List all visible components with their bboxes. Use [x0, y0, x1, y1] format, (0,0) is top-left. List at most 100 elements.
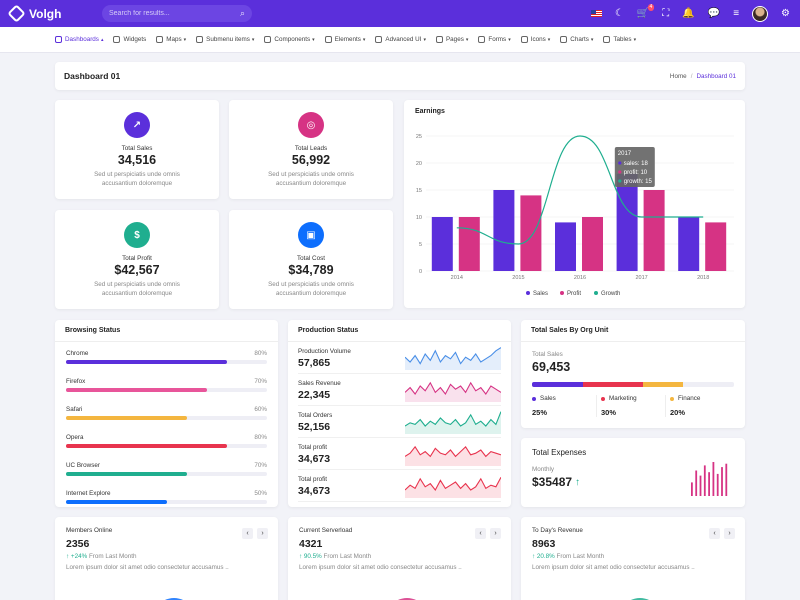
search-box: ⌕ — [102, 5, 252, 22]
menu-item-pages[interactable]: Pages ▾ — [435, 36, 468, 43]
bar-sales — [431, 217, 453, 271]
browser-name: Internet Explore — [66, 490, 111, 497]
browsing-status-title: Browsing Status — [55, 320, 278, 342]
stat-value: 56,992 — [291, 153, 331, 167]
org-unit-segment — [582, 382, 644, 387]
menu-item-icons[interactable]: Icons ▾ — [520, 36, 550, 43]
production-value: 34,673 — [298, 485, 331, 497]
chevron-down-icon: ▾ — [590, 36, 594, 43]
mini-card-description: Lorem ipsum dolor sit amet odio consecte… — [299, 564, 462, 571]
expense-bar — [691, 482, 693, 496]
menu-item-label: Pages — [445, 36, 464, 43]
change-value: +24% — [70, 553, 88, 560]
moon-icon[interactable]: ☾ — [614, 7, 624, 19]
tooltip-dot — [618, 170, 622, 174]
bar-sales — [555, 222, 576, 271]
breadcrumb-home[interactable]: Home — [669, 72, 687, 80]
progress-fill — [66, 500, 167, 504]
series-line-growth — [456, 135, 704, 245]
expenses-value: $35487 — [532, 475, 573, 489]
next-button[interactable]: › — [490, 528, 501, 539]
browser-percent: 70% — [254, 462, 267, 469]
org-unit-legend: Sales 25% Marketing 30% Finance 20% — [532, 395, 734, 417]
chart-tooltip — [614, 147, 655, 187]
org-unit-percent: 25% — [532, 408, 548, 417]
menu-item-widgets[interactable]: Widgets — [113, 36, 146, 43]
legend-dot — [560, 291, 564, 295]
y-tick-label: 15 — [416, 188, 422, 194]
menu-item-icon — [156, 36, 164, 43]
stat-description: Sed ut perspiciatis unde omnis accusanti… — [268, 171, 354, 187]
menu-item-tables[interactable]: Tables ▾ — [603, 36, 636, 43]
menu-item-label: Submenu items — [206, 36, 250, 43]
app-logo[interactable]: Volgh — [7, 4, 102, 23]
fullscreen-icon[interactable]: ⛶ — [662, 7, 670, 19]
production-list: Production Volume 57,865 Sales Revenue 22,3… — [288, 342, 511, 502]
legend-dot — [526, 291, 530, 295]
cart-icon[interactable]: 🛒 4 — [636, 3, 655, 19]
progress-track — [66, 472, 267, 476]
production-name: Production Volume — [298, 348, 351, 355]
menu-item-maps[interactable]: Maps ▾ — [156, 36, 186, 43]
menu-item-advanced-ui[interactable]: Advanced UI ▾ — [375, 36, 426, 43]
menu-item-forms[interactable]: Forms ▾ — [478, 36, 511, 43]
sparkline-line — [405, 347, 501, 365]
y-tick-label: 20 — [416, 161, 422, 167]
expenses-label: Monthly — [532, 466, 555, 473]
stat-label: Total Sales — [121, 145, 153, 152]
menu-item-elements[interactable]: Elements ▾ — [324, 36, 365, 43]
expense-bar — [716, 473, 719, 496]
prev-button[interactable]: ‹ — [242, 528, 253, 539]
search-input[interactable] — [109, 10, 240, 17]
stat-label: Total Leads — [294, 145, 328, 152]
sparkline-line — [405, 411, 501, 427]
bell-icon[interactable]: 🔔 — [682, 7, 695, 19]
mini-card-description: Lorem ipsum dolor sit amet odio consecte… — [532, 564, 695, 571]
avatar[interactable] — [752, 5, 769, 22]
earnings-card: Earnings 0 5 10 15 20 25 2014 2015 2016 2017 2018 2… — [404, 100, 745, 308]
expense-bar — [725, 463, 728, 496]
legend-label: Growth — [601, 291, 620, 297]
top-header: Volgh ⌕ ☾ 🛒4 ⛶ 🔔 💬 ≡ ⚙ — [0, 0, 800, 27]
flag-us-icon[interactable] — [590, 10, 602, 17]
menu-item-label: Tables — [613, 36, 632, 43]
menu-item-label: Widgets — [123, 36, 147, 43]
org-unit-segment — [643, 382, 684, 387]
chat-icon[interactable]: 💬 — [707, 7, 721, 19]
menu-item-dashboards[interactable]: Dashboards ▴ — [55, 36, 103, 43]
org-unit-name: Finance — [678, 395, 701, 402]
bar-profit — [705, 222, 727, 271]
prev-button[interactable]: ‹ — [475, 528, 486, 539]
browsing-status-card: Browsing Status Chrome 80% Firefox 70% Safar… — [55, 320, 278, 507]
legend-dot — [594, 291, 598, 295]
gear-icon[interactable]: ⚙ — [781, 7, 790, 19]
prev-button[interactable]: ‹ — [709, 528, 720, 539]
menu-item-components[interactable]: Components ▾ — [264, 36, 315, 43]
chevron-down-icon: ▾ — [633, 36, 637, 43]
menu-item-submenu-items[interactable]: Submenu items ▾ — [196, 36, 254, 43]
production-row: Total Orders 52,156 — [298, 406, 501, 438]
change-value: 90.5% — [303, 553, 322, 560]
stat-value: 34,516 — [117, 153, 157, 167]
production-value: 34,673 — [298, 453, 331, 465]
production-row: Total profit 34,673 — [298, 438, 501, 470]
arrow-up-icon: ↑ — [575, 476, 581, 488]
progress-track — [66, 416, 267, 420]
briefcase-icon: ▣ — [298, 222, 324, 248]
sparkline-area — [405, 347, 501, 370]
stat-card-total-cost: ▣ Total Cost $34,789 Sed ut perspiciatis un… — [229, 210, 393, 309]
mini-wave-chart — [631, 598, 649, 600]
tooltip-line: growth: 15 — [624, 179, 653, 185]
progress-track — [66, 500, 267, 504]
stat-card-total-sales: ↗ Total Sales 34,516 Sed ut perspiciatis un… — [55, 100, 219, 199]
legend-dot — [601, 396, 605, 401]
menu-item-label: Elements — [334, 36, 361, 43]
search-icon[interactable]: ⌕ — [239, 8, 245, 18]
production-status-title: Production Status — [288, 320, 511, 342]
next-button[interactable]: › — [724, 528, 735, 539]
menu-item-charts[interactable]: Charts ▾ — [560, 36, 593, 43]
breadcrumb-separator: / — [690, 72, 693, 80]
next-button[interactable]: › — [257, 528, 268, 539]
menu-lines-icon[interactable]: ≡ — [733, 7, 740, 19]
chevron-down-icon: ▴ — [100, 36, 104, 43]
